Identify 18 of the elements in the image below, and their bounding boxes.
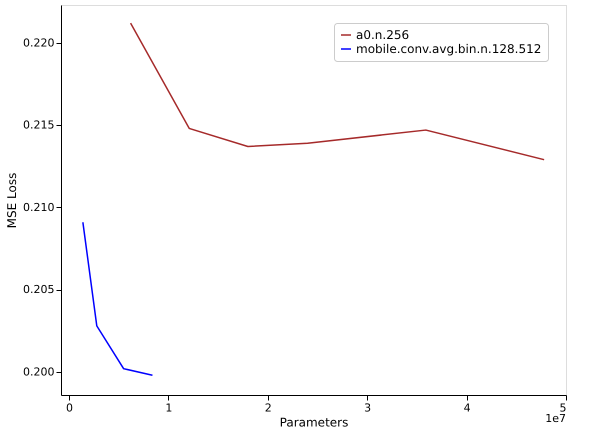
x-tick-label: 2: [264, 402, 272, 414]
x-tick-label: 4: [464, 402, 471, 414]
x-tick-label: 3: [364, 402, 372, 414]
text: 1e7: [545, 412, 566, 425]
line-series: [130, 22, 545, 160]
y-tick-label: 0.215: [23, 118, 54, 132]
y-tick-label: 0.210: [23, 200, 54, 214]
y-axis-title: MSE Loss: [5, 172, 20, 228]
x-tick-label: 0: [66, 402, 73, 414]
y-tick-label: 0.205: [23, 283, 54, 296]
y-tick-label: 0.220: [23, 36, 54, 50]
line-series: [82, 221, 154, 376]
y-tick-label: 0.200: [23, 365, 54, 378]
legend-label: a0.n.256: [356, 28, 410, 42]
legend-label: mobile.conv.avg.bin.n.128.512: [356, 42, 542, 56]
x-tick-label: 1: [165, 402, 172, 414]
x-tick-label: 5: [560, 402, 566, 414]
x-axis-title: Parameters: [280, 416, 348, 430]
